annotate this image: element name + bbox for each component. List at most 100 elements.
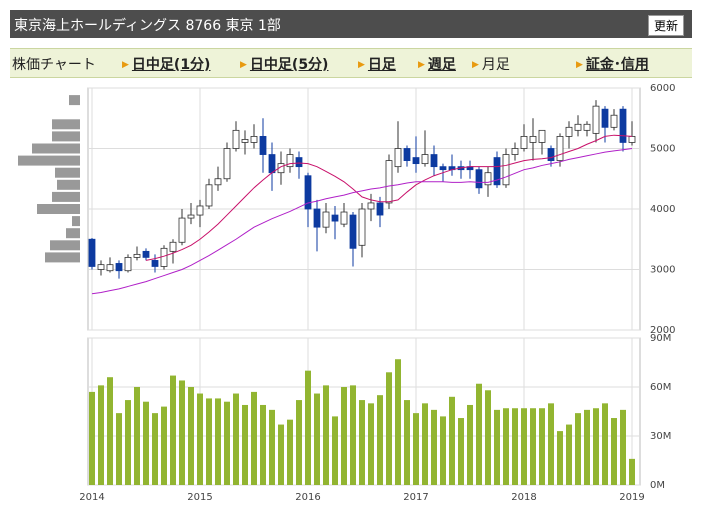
volume-bar	[494, 409, 500, 485]
candle-body	[223, 148, 231, 180]
profile-bar	[52, 131, 80, 142]
candle-body	[214, 178, 222, 186]
volume-bar	[188, 387, 194, 485]
tab[interactable]: ▶ 日中足(1分)	[122, 54, 210, 74]
candle-body	[367, 202, 375, 210]
candle-body	[286, 154, 294, 168]
volume-bar	[161, 406, 167, 485]
tab-label: 日中足(5分)	[249, 57, 329, 73]
volume-bar	[278, 424, 284, 485]
candle-body	[313, 208, 321, 228]
candle-body	[142, 250, 150, 258]
x-tick-label: 2018	[511, 492, 536, 503]
y-tick-label: 30M	[650, 431, 671, 442]
moving-average	[91, 148, 633, 295]
refresh-button[interactable]: 更新	[647, 15, 684, 36]
volume-bar	[350, 385, 356, 485]
volume-bar	[107, 377, 113, 485]
candle-body	[160, 247, 168, 267]
candle-body	[493, 157, 501, 186]
tab: ▶ 月足	[472, 54, 510, 74]
candle-body	[403, 148, 411, 162]
tab-marker: ▶	[240, 60, 247, 70]
volume-bar	[593, 408, 599, 485]
candle-body	[547, 148, 555, 162]
volume-bar	[305, 370, 311, 485]
volume-bar	[125, 400, 131, 485]
volume-bar	[233, 393, 239, 485]
volume-bar	[476, 383, 482, 485]
candle-body	[619, 108, 627, 143]
y-tick-label: 90M	[650, 333, 671, 344]
volume-bar	[143, 401, 149, 485]
candle-body	[196, 205, 204, 216]
candle-body	[106, 264, 114, 272]
candle-body	[484, 172, 492, 186]
tab-label: 日足	[367, 57, 396, 73]
tab[interactable]: ▶ 週足	[418, 54, 456, 74]
volume-bar	[521, 408, 527, 485]
volume-bar	[242, 404, 248, 485]
candle-body	[556, 135, 564, 161]
candle-body	[178, 217, 186, 243]
volume-bar	[395, 359, 401, 485]
profile-bar	[45, 252, 80, 263]
tab[interactable]: ▶ 日足	[358, 54, 396, 74]
x-tick-label: 2014	[79, 492, 104, 503]
x-tick-label: 2015	[187, 492, 212, 503]
tab-label: 週足	[427, 57, 456, 73]
candle-body	[430, 154, 438, 168]
volume-bar	[206, 398, 212, 485]
candle-body	[115, 263, 123, 272]
profile-bar	[72, 216, 80, 227]
candle-body	[610, 114, 618, 128]
y-tick-label: 5000	[650, 144, 675, 155]
candle-body	[331, 214, 339, 222]
volume-bar	[215, 398, 221, 485]
candle-body	[439, 166, 447, 171]
candle-body	[340, 211, 348, 225]
y-tick-label: 4000	[650, 204, 675, 215]
tab-label: 証金･信用	[585, 57, 649, 73]
volume-bar	[485, 390, 491, 485]
volume-bar	[584, 409, 590, 485]
candle-body	[250, 135, 258, 143]
profile-bar	[52, 191, 80, 202]
volume-bar	[503, 408, 509, 485]
volume-bar	[332, 416, 338, 485]
moving-average	[145, 134, 633, 261]
candle-body	[412, 157, 420, 165]
tab-marker: ▶	[576, 60, 583, 70]
volume-bar	[170, 375, 176, 485]
profile-bar	[66, 228, 80, 239]
y-tick-label: 3000	[650, 265, 675, 276]
candle-body	[358, 208, 366, 246]
volume-bar	[404, 400, 410, 485]
tab[interactable]: ▶ 日中足(5分)	[240, 54, 328, 74]
volume-bar	[179, 380, 185, 485]
candle-body	[295, 157, 303, 168]
tab-label: 株価チャート	[12, 57, 96, 73]
volume-bar	[260, 404, 266, 485]
candle-body	[538, 129, 546, 143]
tab[interactable]: ▶ 証金･信用	[576, 54, 649, 74]
y-tick-label: 6000	[650, 83, 675, 94]
volume-bar	[449, 396, 455, 485]
volume-bar	[467, 404, 473, 485]
volume-bar	[548, 403, 554, 485]
candle-body	[241, 139, 249, 143]
candle-body	[475, 169, 483, 189]
tab-marker: ▶	[418, 60, 425, 70]
tab-marker: ▶	[122, 60, 129, 70]
candle-body	[628, 135, 636, 143]
profile-bar	[69, 95, 80, 106]
candle-body	[133, 253, 141, 258]
candle-body	[583, 123, 591, 131]
candle-body	[565, 126, 573, 137]
volume-bar	[458, 418, 464, 485]
tab-bar: 株価チャート ▶ 日中足(1分) ▶ 日中足(5分) ▶ 日足 ▶ 週足 ▶ 月足 ▶ 証金･信用	[10, 48, 692, 78]
candle-body	[421, 154, 429, 165]
candle-body	[376, 202, 384, 216]
